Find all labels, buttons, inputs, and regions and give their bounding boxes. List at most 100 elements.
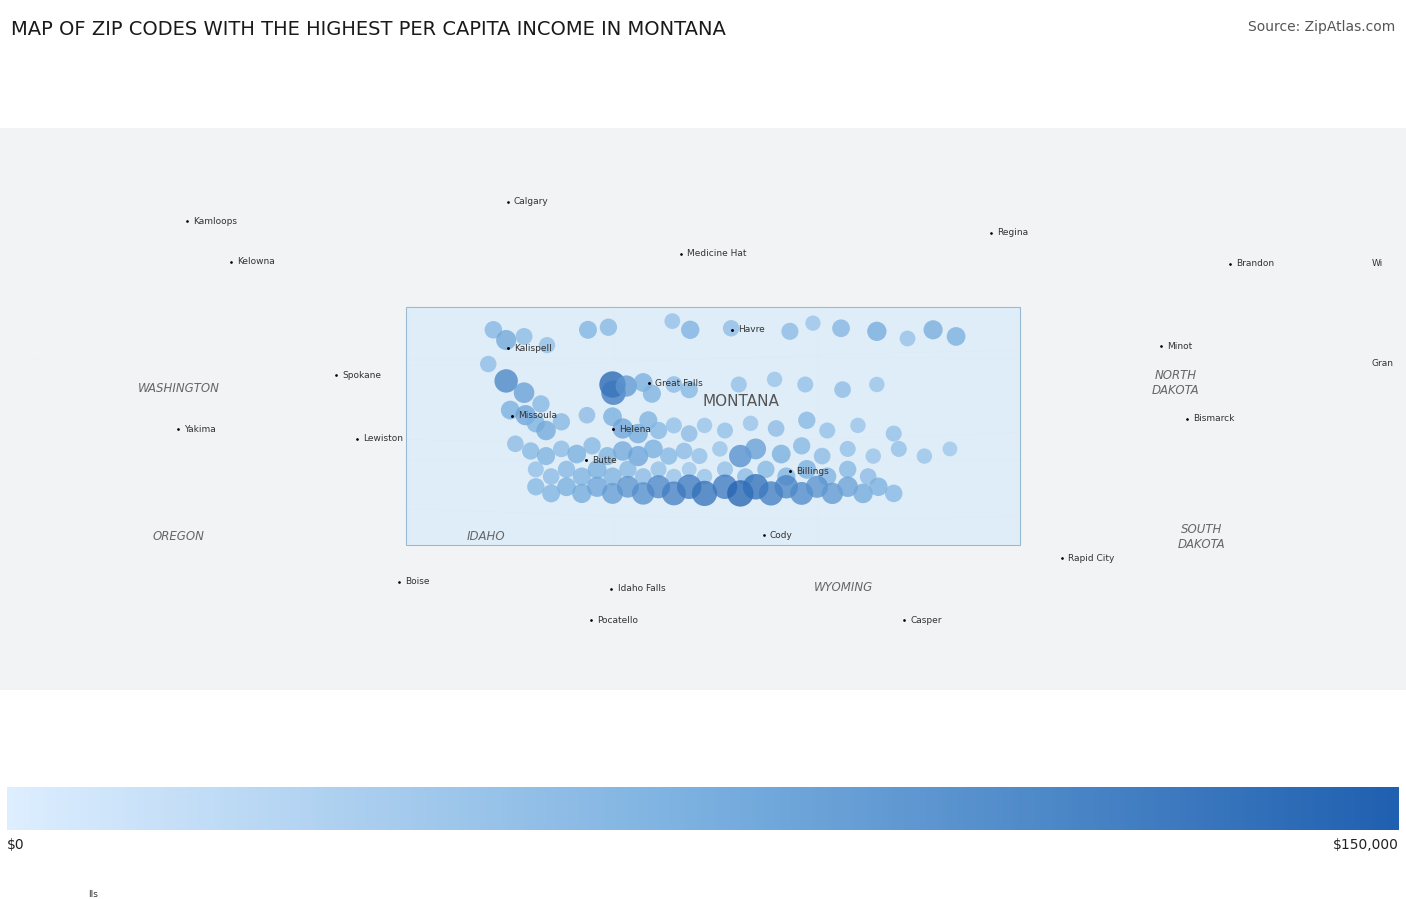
Point (709, 441, 731, 456)
Text: IDAHO: IDAHO (467, 530, 505, 543)
Point (524, 462, 547, 476)
Point (714, 423, 737, 438)
Point (775, 469, 797, 484)
Point (846, 418, 869, 432)
Point (555, 462, 578, 476)
Text: Wi: Wi (1371, 259, 1382, 268)
Point (801, 316, 824, 330)
Point (536, 338, 558, 352)
Bar (406, 128, 1019, 307)
Text: Cody: Cody (770, 530, 793, 539)
Point (866, 325, 889, 339)
Point (602, 469, 624, 484)
Point (662, 378, 685, 392)
Point (637, 414, 659, 428)
Bar (0, 128, 406, 690)
Point (647, 423, 669, 438)
Point (540, 469, 562, 484)
Point (576, 323, 599, 337)
Text: SOUTH
DAKOTA: SOUTH DAKOTA (1178, 523, 1225, 551)
Point (505, 437, 527, 451)
Point (744, 479, 766, 494)
Point (530, 396, 553, 411)
Point (740, 416, 762, 431)
Text: OREGON: OREGON (153, 530, 205, 543)
Point (714, 479, 737, 494)
Point (678, 426, 700, 441)
Point (602, 410, 624, 424)
Point (614, 378, 637, 393)
Text: Idaho Falls: Idaho Falls (617, 584, 665, 593)
Text: Great Falls: Great Falls (655, 379, 703, 388)
Point (565, 447, 588, 461)
Text: Spokane: Spokane (342, 370, 381, 379)
Point (779, 325, 801, 339)
Point (495, 374, 517, 388)
Point (821, 486, 844, 501)
Point (513, 329, 536, 343)
Text: Gran: Gran (1371, 359, 1393, 368)
Text: Calgary: Calgary (513, 198, 548, 207)
Point (612, 444, 634, 458)
Bar (1019, 128, 1406, 690)
Point (679, 323, 702, 337)
Point (730, 449, 752, 463)
Point (534, 423, 557, 438)
Point (661, 314, 683, 328)
Point (759, 486, 782, 501)
Point (534, 449, 557, 463)
Point (794, 378, 817, 392)
Point (856, 469, 879, 484)
Point (647, 462, 669, 476)
Point (524, 479, 547, 494)
Point (555, 479, 578, 494)
Point (866, 378, 889, 392)
Text: WASHINGTON: WASHINGTON (138, 382, 219, 395)
Text: MAP OF ZIP CODES WITH THE HIGHEST PER CAPITA INCOME IN MONTANA: MAP OF ZIP CODES WITH THE HIGHEST PER CA… (11, 20, 725, 39)
Point (513, 386, 536, 400)
Point (477, 357, 499, 371)
Point (862, 449, 884, 463)
Point (868, 479, 890, 494)
Point (806, 479, 828, 494)
Point (796, 462, 818, 476)
Point (883, 486, 905, 501)
Point (602, 386, 624, 400)
Text: Rapid City: Rapid City (1069, 554, 1115, 563)
Point (693, 418, 716, 432)
Point (627, 449, 650, 463)
Point (678, 382, 700, 396)
Text: NORTH
DAKOTA: NORTH DAKOTA (1152, 369, 1199, 397)
Point (519, 444, 541, 458)
Text: Pocatello: Pocatello (596, 616, 638, 625)
Point (837, 462, 859, 476)
Text: Bismarck: Bismarck (1194, 414, 1234, 423)
Point (662, 469, 685, 484)
Text: lls: lls (89, 890, 98, 899)
Point (617, 479, 640, 494)
Text: Havre: Havre (738, 325, 765, 334)
Text: Kamloops: Kamloops (193, 217, 236, 226)
Point (887, 441, 910, 456)
Text: $150,000: $150,000 (1333, 838, 1399, 852)
Text: $0: $0 (7, 838, 25, 852)
Text: Casper: Casper (911, 616, 942, 625)
Point (815, 469, 838, 484)
Point (617, 462, 640, 476)
Point (571, 486, 593, 501)
Point (852, 486, 875, 501)
Point (765, 422, 787, 436)
Point (658, 449, 681, 463)
Point (540, 486, 562, 501)
Text: Medicine Hat: Medicine Hat (688, 249, 747, 258)
Point (831, 382, 853, 396)
Point (598, 320, 620, 334)
Point (830, 321, 852, 335)
Point (673, 444, 696, 458)
Text: Regina: Regina (997, 228, 1028, 237)
Text: MONTANA: MONTANA (703, 394, 780, 409)
Point (499, 403, 522, 417)
Point (524, 416, 547, 431)
Point (515, 408, 537, 423)
Bar (406, 307, 1019, 545)
